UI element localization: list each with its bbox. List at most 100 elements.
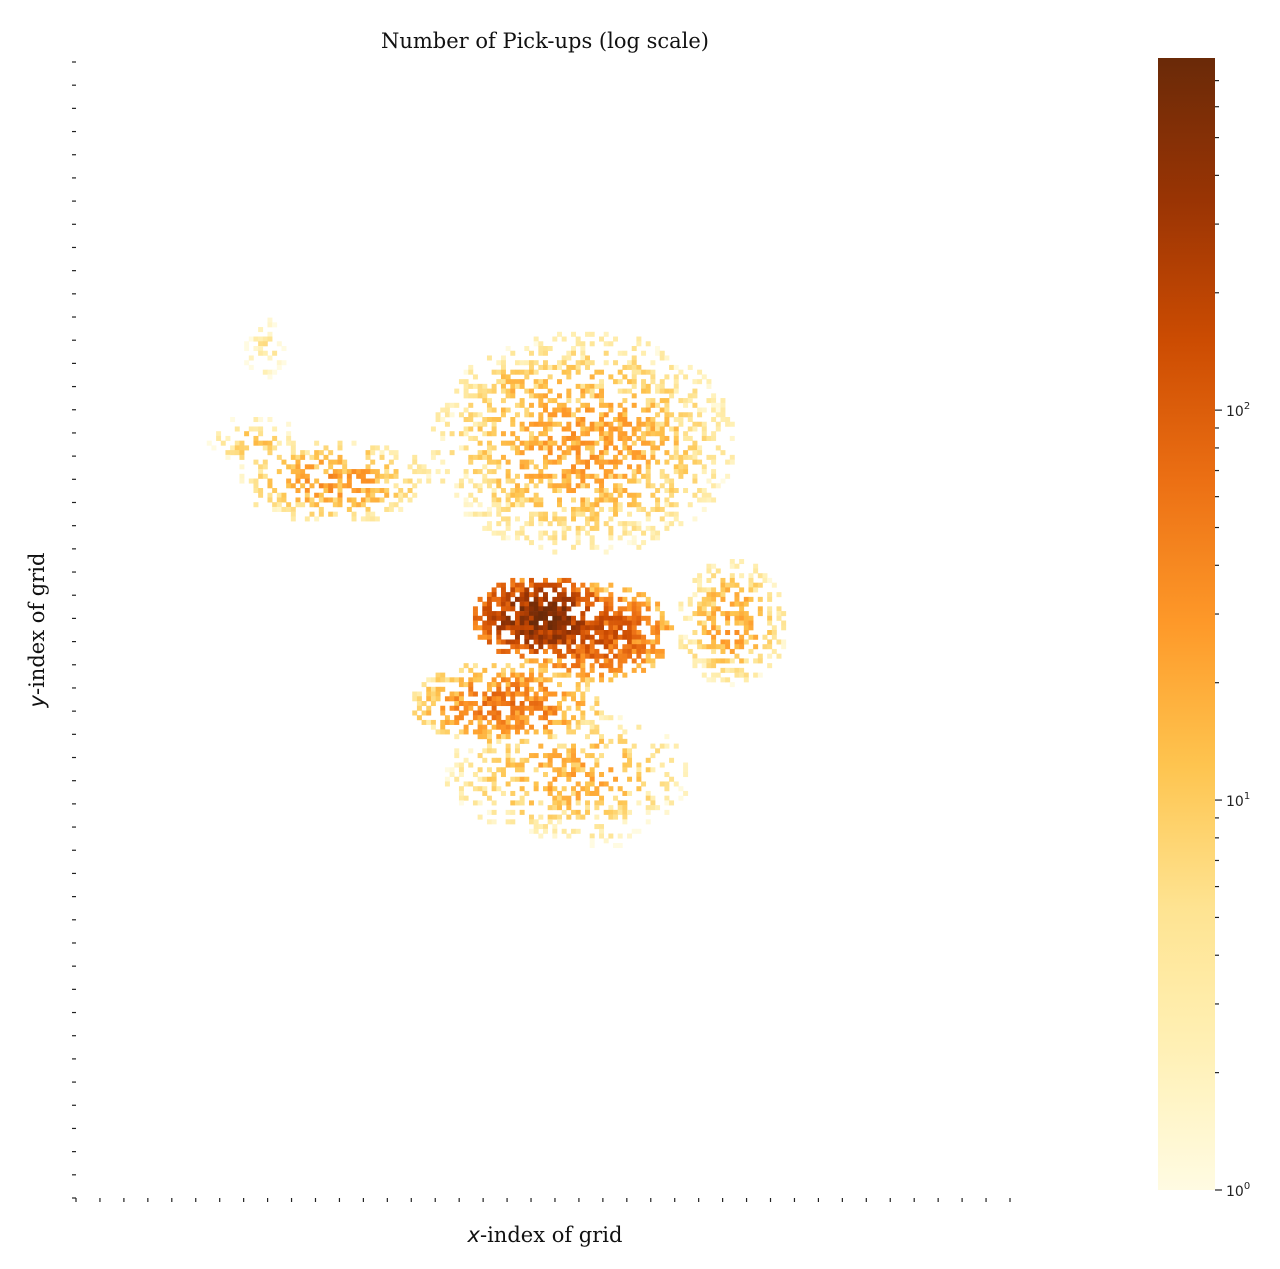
heatmap-cell [472, 677, 478, 683]
heatmap-cell [468, 677, 474, 683]
heatmap-cell [552, 705, 558, 711]
heatmap-cell [603, 331, 609, 337]
heatmap-cell [533, 360, 539, 366]
heatmap-cell [631, 521, 637, 527]
heatmap-cell [725, 667, 731, 673]
heatmap-cell [622, 407, 628, 413]
heatmap-cell [561, 402, 567, 408]
heatmap-cell [636, 469, 642, 475]
heatmap-cell [552, 691, 558, 697]
heatmap-cell [608, 459, 614, 465]
heatmap-cell [645, 398, 651, 404]
heatmap-cell [552, 625, 558, 631]
heatmap-cell [500, 530, 506, 536]
heatmap-cell [655, 488, 661, 494]
heatmap-cell [585, 800, 590, 806]
heatmap-cell [384, 469, 390, 475]
y-axis-label-text: -index of grid [25, 553, 49, 695]
heatmap-cell [622, 521, 628, 527]
heatmap-cell [720, 402, 726, 408]
heatmap-cell [500, 729, 506, 735]
heatmap-cell [547, 601, 553, 607]
heatmap-cell [711, 615, 717, 621]
heatmap-cell [486, 521, 492, 527]
heatmap-cell [711, 393, 717, 399]
heatmap-cell [585, 506, 590, 512]
heatmap-cell [645, 388, 651, 394]
heatmap-cell [444, 421, 450, 427]
heatmap-cell [309, 502, 315, 508]
heatmap-cell [711, 435, 717, 441]
heatmap-cell [655, 412, 661, 418]
heatmap-cell [528, 648, 534, 654]
heatmap-cell [687, 601, 693, 607]
heatmap-cell [701, 630, 707, 636]
heatmap-cell [743, 625, 749, 631]
heatmap-cell [715, 625, 721, 631]
heatmap-cell [458, 701, 464, 707]
heatmap-cell [500, 535, 506, 541]
heatmap-cell [561, 611, 567, 617]
heatmap-cell [585, 786, 590, 792]
heatmap-cell [566, 483, 572, 489]
heatmap-cell [472, 691, 478, 697]
heatmap-cell [608, 809, 614, 815]
heatmap-cell [477, 724, 483, 730]
heatmap-cell [599, 587, 605, 593]
heatmap-cell [566, 355, 572, 361]
heatmap-cell [300, 454, 306, 460]
heatmap-cell [571, 809, 576, 815]
heatmap-cell [276, 454, 282, 460]
heatmap-cell [631, 426, 637, 432]
heatmap-cell [500, 355, 506, 361]
heatmap-cell [524, 790, 530, 796]
heatmap-cell [734, 672, 740, 678]
heatmap-cell [491, 388, 497, 394]
heatmap-cell [318, 450, 324, 456]
heatmap-cell [468, 762, 474, 768]
heatmap-cell [566, 421, 572, 427]
heatmap-cell [650, 630, 656, 636]
heatmap-cell [650, 431, 656, 437]
heatmap-cell [477, 388, 483, 394]
heatmap-cell [580, 383, 586, 389]
heatmap-cell [500, 360, 506, 366]
heatmap-cell [594, 805, 600, 811]
heatmap-cell [388, 450, 394, 456]
heatmap-cell [491, 530, 497, 536]
heatmap-cell [594, 658, 600, 664]
heatmap-cell [636, 435, 642, 441]
heatmap-cell [309, 464, 315, 470]
heatmap-cell [566, 724, 572, 730]
heatmap-cell [617, 724, 623, 730]
heatmap-cell [365, 488, 371, 494]
heatmap-cell [337, 483, 343, 489]
heatmap-cell [351, 516, 357, 522]
heatmap-cell [543, 710, 548, 716]
heatmap-cell [538, 677, 544, 683]
heatmap-cell [267, 492, 273, 498]
heatmap-cell [655, 535, 661, 541]
heatmap-cell [519, 691, 525, 697]
heatmap-cell [510, 809, 516, 815]
heatmap-cell [566, 435, 572, 441]
heatmap-cell [655, 383, 661, 389]
heatmap-cell [519, 606, 525, 612]
heatmap-cell [318, 492, 324, 498]
heatmap-cell [510, 582, 516, 588]
heatmap-cell [496, 786, 502, 792]
heatmap-cell [725, 459, 731, 465]
heatmap-cell [514, 615, 520, 621]
heatmap-cell [636, 592, 642, 598]
heatmap-cell [262, 445, 268, 451]
heatmap-cell [678, 601, 684, 607]
heatmap-cell [519, 587, 525, 593]
heatmap-cell [262, 341, 268, 347]
heatmap-cell [552, 587, 558, 593]
heatmap-cell [720, 648, 726, 654]
heatmap-cell [655, 606, 661, 612]
heatmap-cell [585, 606, 590, 612]
heatmap-cell [711, 454, 717, 460]
heatmap-cell [613, 611, 619, 617]
heatmap-cell [617, 667, 623, 673]
